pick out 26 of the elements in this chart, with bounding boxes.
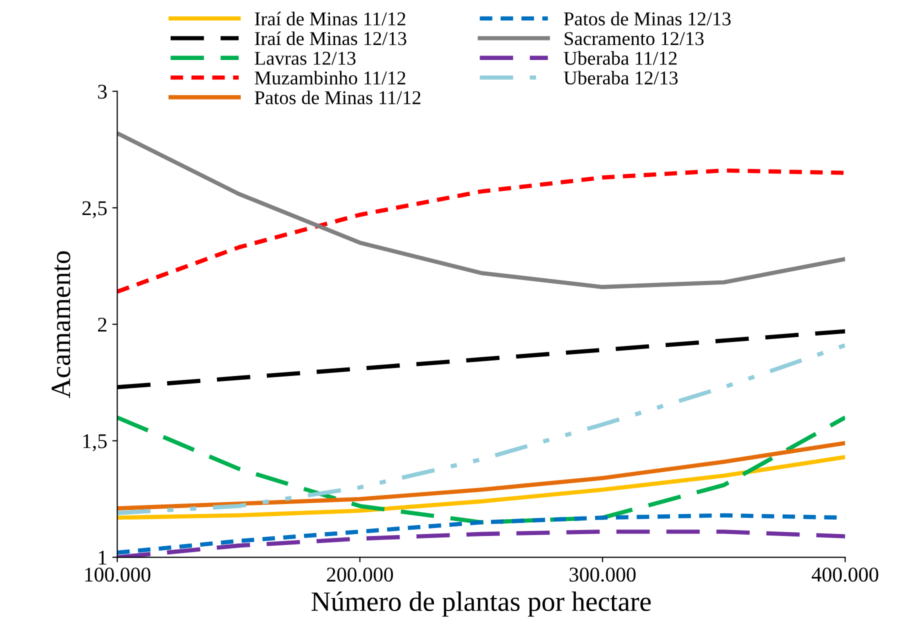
legend-label: Lavras 12/13 [254,52,356,65]
y-tick-label: 3 [98,84,107,99]
line-series [117,131,846,290]
legend-label: Muzambinho 11/12 [254,70,406,85]
legend-label: Iraí de Minas 12/13 [254,31,406,46]
x-axis-title: Número de plantas por hectare [312,591,651,617]
line-series [117,343,846,516]
line-series [117,415,846,524]
legend-label: Sacramento 12/13 [564,32,704,46]
y-tick-label: 2 [98,318,106,332]
line-series [117,168,846,294]
x-tick-label: 200.000 [326,568,393,582]
y-tick-label: 1 [98,550,106,565]
line-series [117,455,846,520]
legend-label: Uberaba 11/12 [564,51,677,65]
y-tick-label: 2,5 [82,201,107,218]
line-series [117,441,846,510]
legend-label: Patos de Minas 11/12 [254,90,420,104]
y-tick-label: 1,5 [83,434,107,452]
legend-label: Patos de Minas 12/13 [564,12,731,26]
legend-label: Uberaba 12/13 [564,70,678,85]
x-tick-label: 300.000 [570,568,636,582]
x-tick-label: 100.000 [85,568,150,582]
y-axis-title: Acamamento [52,251,70,398]
x-tick-label: 400.000 [812,568,878,582]
legend-label: Iraí de Minas 11/12 [254,12,406,26]
